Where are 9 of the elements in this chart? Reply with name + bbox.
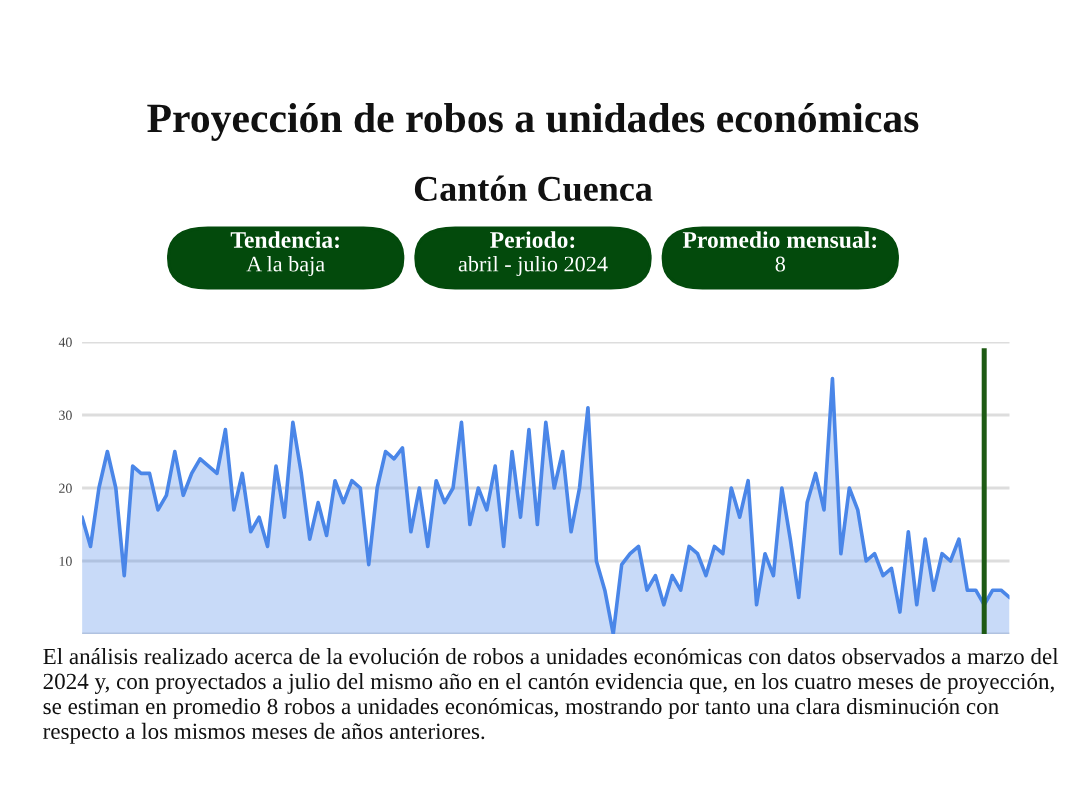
text: Promedio mensual: <box>682 231 877 249</box>
text: 8 <box>775 256 786 272</box>
text: Periodo: <box>490 231 575 249</box>
chart-title: Proyección de robos a unidades económicas <box>147 103 919 141</box>
text: El análisis realizado acerca de la evolución de robos a unidades económicas con datos observados a marzo del 2024 y, con proyectados a julio del mismo año en el cantón evidencia que, en los cuatro meses de proyección, se estiman en promedio 8 robos a unidades económicas, mostrando por tanto una clara disminución con respecto a los mismos meses de años anteriores. <box>43 647 1059 744</box>
text: abril - julio 2024 <box>458 255 608 277</box>
chart-subtitle: Cantón Cuenca <box>414 175 653 202</box>
text: Tendencia: <box>230 231 339 249</box>
text: A la baja <box>246 255 325 277</box>
